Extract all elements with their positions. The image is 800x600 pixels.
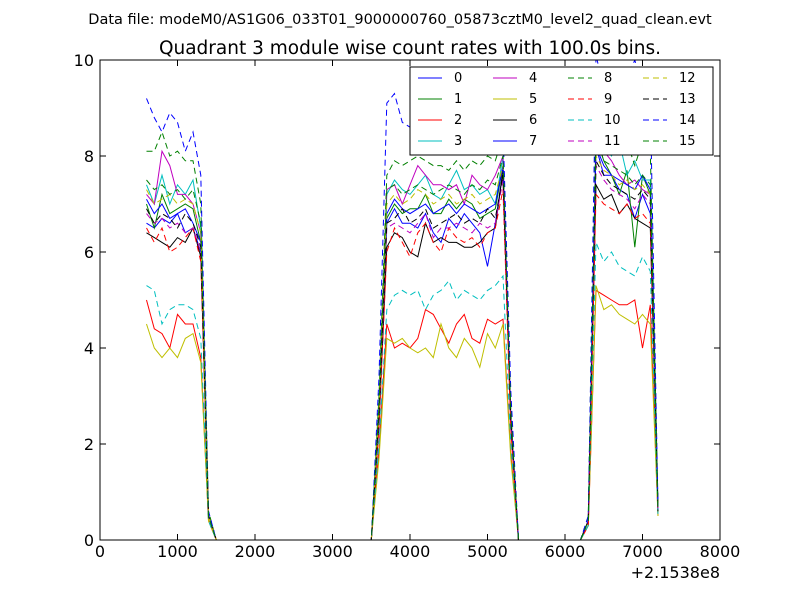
y-tick-label: 4 [84, 339, 94, 358]
legend-label-6: 6 [529, 113, 537, 128]
y-tick-label: 2 [84, 435, 94, 454]
x-tick-label: 4000 [390, 542, 431, 561]
series-line-13 [146, 158, 659, 540]
series-line-10 [146, 242, 659, 540]
series-line-1 [146, 136, 659, 540]
x-tick-label: 0 [95, 542, 105, 561]
series-line-3 [146, 130, 659, 540]
legend-label-15: 15 [679, 134, 696, 149]
series-line-9 [146, 189, 659, 540]
legend-label-8: 8 [604, 71, 612, 86]
data-file-suptitle: Data file: modeM0/AS1G06_033T01_90000007… [88, 12, 712, 28]
chart-title: Quadrant 3 module wise count rates with … [159, 38, 661, 59]
y-tick-label: 0 [84, 531, 94, 550]
x-tick-label: 7000 [622, 542, 663, 561]
series-line-5 [146, 285, 659, 540]
legend-label-10: 10 [604, 113, 621, 128]
legend-label-4: 4 [529, 71, 537, 86]
x-tick-label: 2000 [235, 542, 276, 561]
series-line-4 [146, 140, 659, 540]
legend-label-3: 3 [454, 134, 462, 149]
x-axis: 0 1000 2000 3000 4000 5000 6000 7000 8000 [95, 60, 740, 561]
legend-box [409, 66, 714, 156]
series-line-6 [146, 170, 659, 540]
legend-label-11: 11 [604, 134, 621, 149]
series-line-0 [146, 146, 659, 540]
series-line-14 [146, 60, 659, 540]
y-tick-label: 10 [74, 51, 94, 70]
x-axis-offset-label: +2.1538e8 [631, 563, 720, 582]
legend-label-7: 7 [529, 134, 537, 149]
series-layer [146, 60, 659, 540]
y-tick-label: 8 [84, 147, 94, 166]
legend-label-13: 13 [679, 92, 696, 107]
legend-label-0: 0 [454, 71, 462, 86]
x-tick-label: 1000 [157, 542, 198, 561]
x-tick-label: 6000 [545, 542, 586, 561]
legend-label-12: 12 [679, 71, 696, 86]
x-tick-label: 3000 [312, 542, 353, 561]
legend-label-14: 14 [679, 113, 696, 128]
series-line-2 [146, 289, 659, 540]
series-line-11 [146, 163, 659, 540]
y-tick-label: 6 [84, 243, 94, 262]
legend-label-2: 2 [454, 113, 462, 128]
legend-label-9: 9 [604, 92, 612, 107]
legend-label-1: 1 [454, 92, 462, 107]
x-tick-label: 5000 [467, 542, 508, 561]
x-tick-label: 8000 [700, 542, 741, 561]
legend-label-5: 5 [529, 92, 537, 107]
